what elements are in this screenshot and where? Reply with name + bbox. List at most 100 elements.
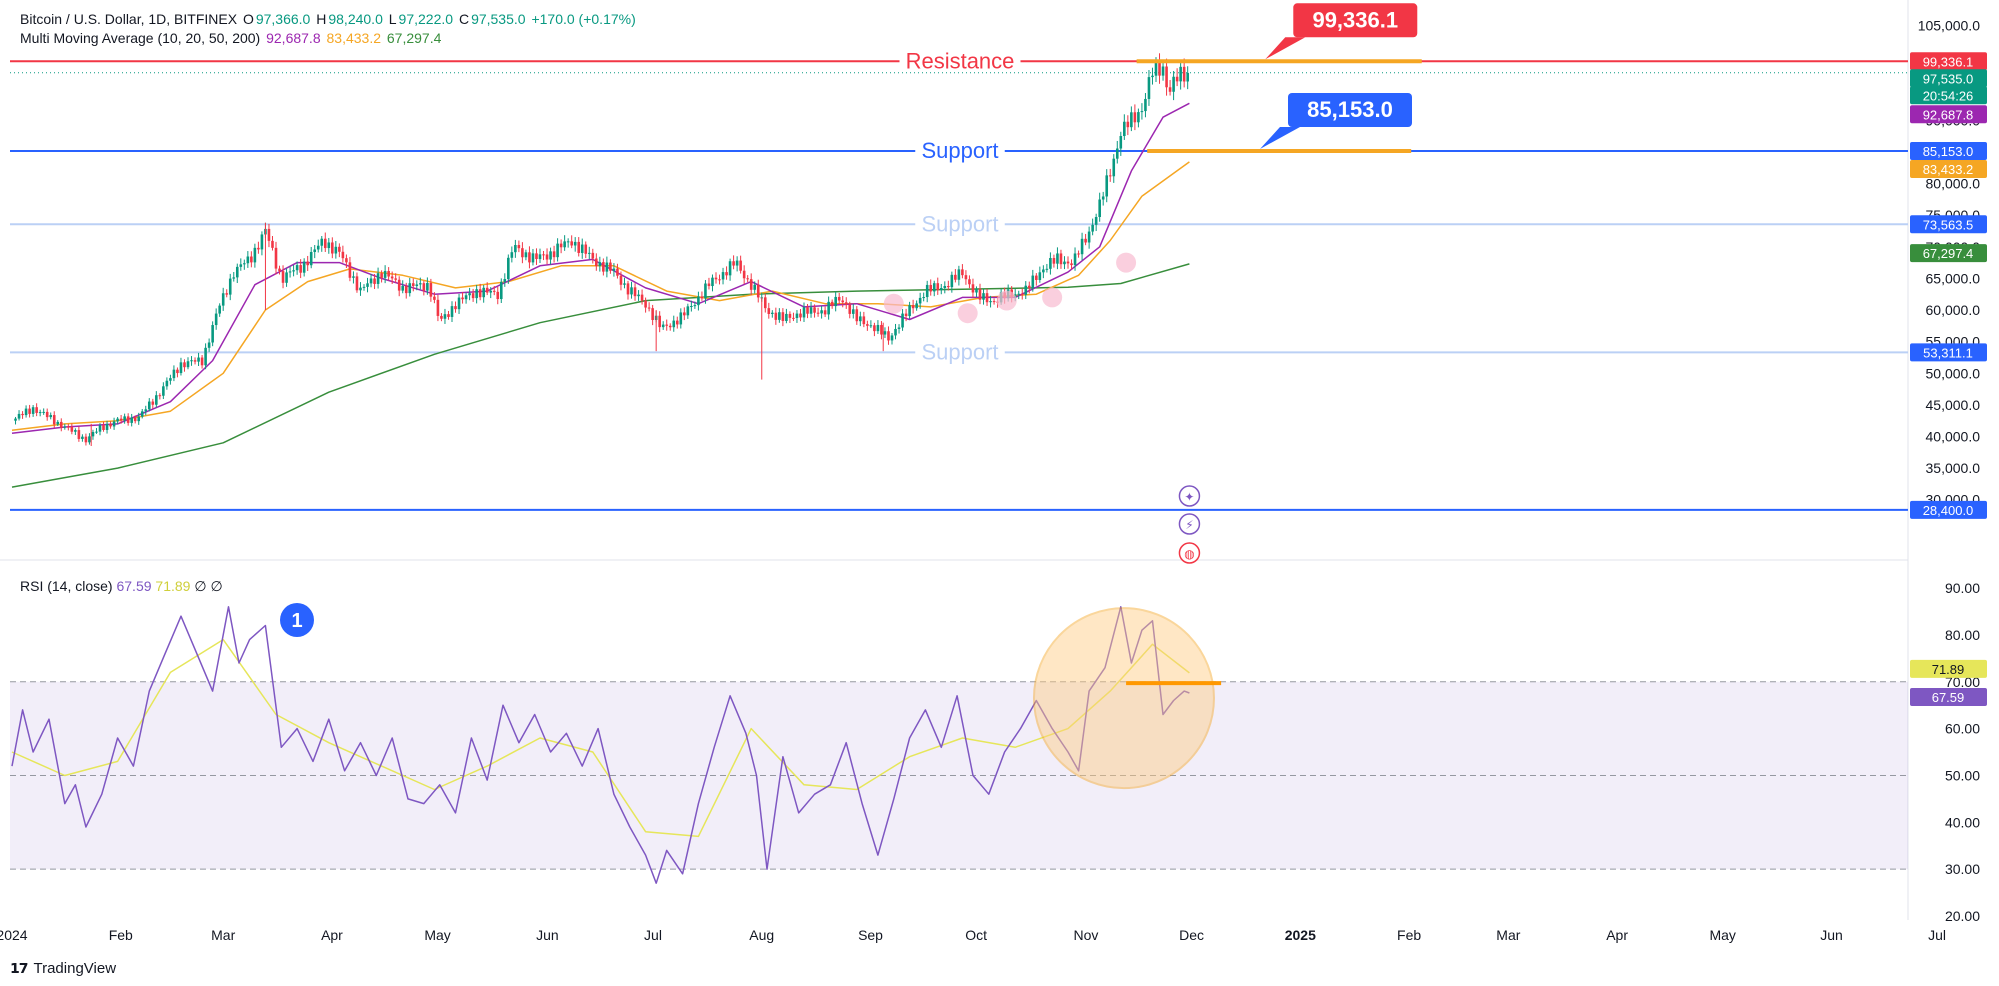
candle-body [1084,238,1087,243]
candle-body [658,315,661,328]
candle-body [345,258,348,263]
us-flag-icon[interactable] [1178,542,1201,564]
candle-body [584,244,588,254]
x-tick-label: 2024 [0,927,28,943]
candle-body [602,262,605,272]
candle-body [795,313,799,318]
candle-body [95,431,98,433]
x-tick-label: Feb [1397,927,1421,943]
candle-body [144,409,148,412]
lightning-icon[interactable] [1178,513,1201,535]
close-value: 97,535.0 [471,11,526,27]
x-tick-label: 2025 [1285,927,1316,943]
rsi-highlight-circle[interactable] [1032,607,1215,790]
level-label-0: Resistance [906,48,1015,73]
rsi-tick-label: 40.00 [1945,814,1980,830]
candle-body [799,313,802,318]
candle-body [373,278,376,284]
candle-body [630,287,633,295]
low-value: 97,222.0 [398,11,454,27]
candle-body [475,289,478,299]
candle-body [1027,285,1031,289]
candle-body [848,304,852,314]
candle-body [133,417,137,422]
price-badge-bg[interactable] [1910,159,1987,178]
price-badge-bg[interactable] [1910,343,1987,362]
price-badge-bg[interactable] [1910,86,1987,105]
rsi-title[interactable]: RSI (14, close) [20,578,113,594]
candle-body [851,309,855,314]
candle-body [162,386,165,396]
symbol-title[interactable]: Bitcoin / U.S. Dollar, 1D, BITFINEX [20,11,238,27]
candle-body [686,306,690,316]
candle-body [866,324,869,326]
candle-body [123,416,126,421]
candle-body [612,268,616,271]
candle-body [834,296,837,307]
price-badge-bg[interactable] [1910,244,1987,263]
candle-body [1024,285,1028,295]
callout-box-1[interactable] [1288,92,1412,127]
candle-body [1186,72,1189,82]
candle-body [102,425,105,430]
candle-body [503,279,507,282]
candle-body [619,275,623,285]
tradingview-brand[interactable]: 𝟭𝟳 TradingView [10,960,116,977]
signal-marker[interactable] [957,303,978,324]
price-badge-bg[interactable] [1910,69,1987,88]
candle-body [531,253,535,263]
ma-title[interactable]: Multi Moving Average (10, 20, 50, 200) [20,30,261,46]
candle-body [517,245,521,249]
candle-body [306,261,309,266]
price-badge-bg[interactable] [1910,141,1987,160]
candle-body [232,277,236,279]
step-badge[interactable] [280,603,314,637]
candle-body [190,360,193,362]
callout-box-0[interactable] [1293,3,1418,38]
rsi-value-badge-bg[interactable] [1910,659,1987,678]
price-badge-bg[interactable] [1910,105,1987,124]
price-badge-bg[interactable] [1910,500,1987,519]
candle-body [292,270,295,272]
candle-body [700,296,704,299]
sparkle-icon-glyph: ✦ [1184,490,1194,504]
candle-body [45,411,49,418]
x-tick-label: Sep [858,927,883,943]
candle-body [616,268,619,276]
candle-body [221,293,225,306]
candle-body [31,407,35,414]
candle-body [718,279,721,281]
price-badge-bg[interactable] [1910,52,1987,71]
signal-marker[interactable] [883,293,904,314]
signal-marker[interactable] [996,290,1017,311]
candle-body [380,273,383,278]
candle-body [732,261,735,266]
sparkle-icon[interactable] [1178,485,1201,507]
rsi-value-badge-bg[interactable] [1910,688,1987,707]
signal-marker[interactable] [1116,252,1137,273]
candle-body [813,307,816,313]
candle-body [98,425,102,432]
price-badge-bg[interactable] [1910,215,1987,234]
candle-body [130,417,133,423]
candle-body [844,302,848,305]
candle-body [1098,199,1101,218]
candle-body [327,242,331,249]
level-label-2: Support [921,211,998,236]
candle-body [489,290,493,293]
candle-body [158,395,162,397]
candle-body [725,272,728,276]
brand-label: TradingView [33,960,117,977]
x-tick-label: Nov [1073,927,1098,943]
signal-marker[interactable] [1042,287,1063,308]
level-label-3: Support [921,339,998,364]
candle-body [112,421,116,427]
candle-body [436,299,440,316]
candle-body [774,312,778,320]
candle-body [200,357,204,366]
candle-body [147,401,151,410]
rsi-tick-label: 80.00 [1945,627,1980,643]
candle-body [855,309,859,322]
candle-body [1042,269,1045,273]
